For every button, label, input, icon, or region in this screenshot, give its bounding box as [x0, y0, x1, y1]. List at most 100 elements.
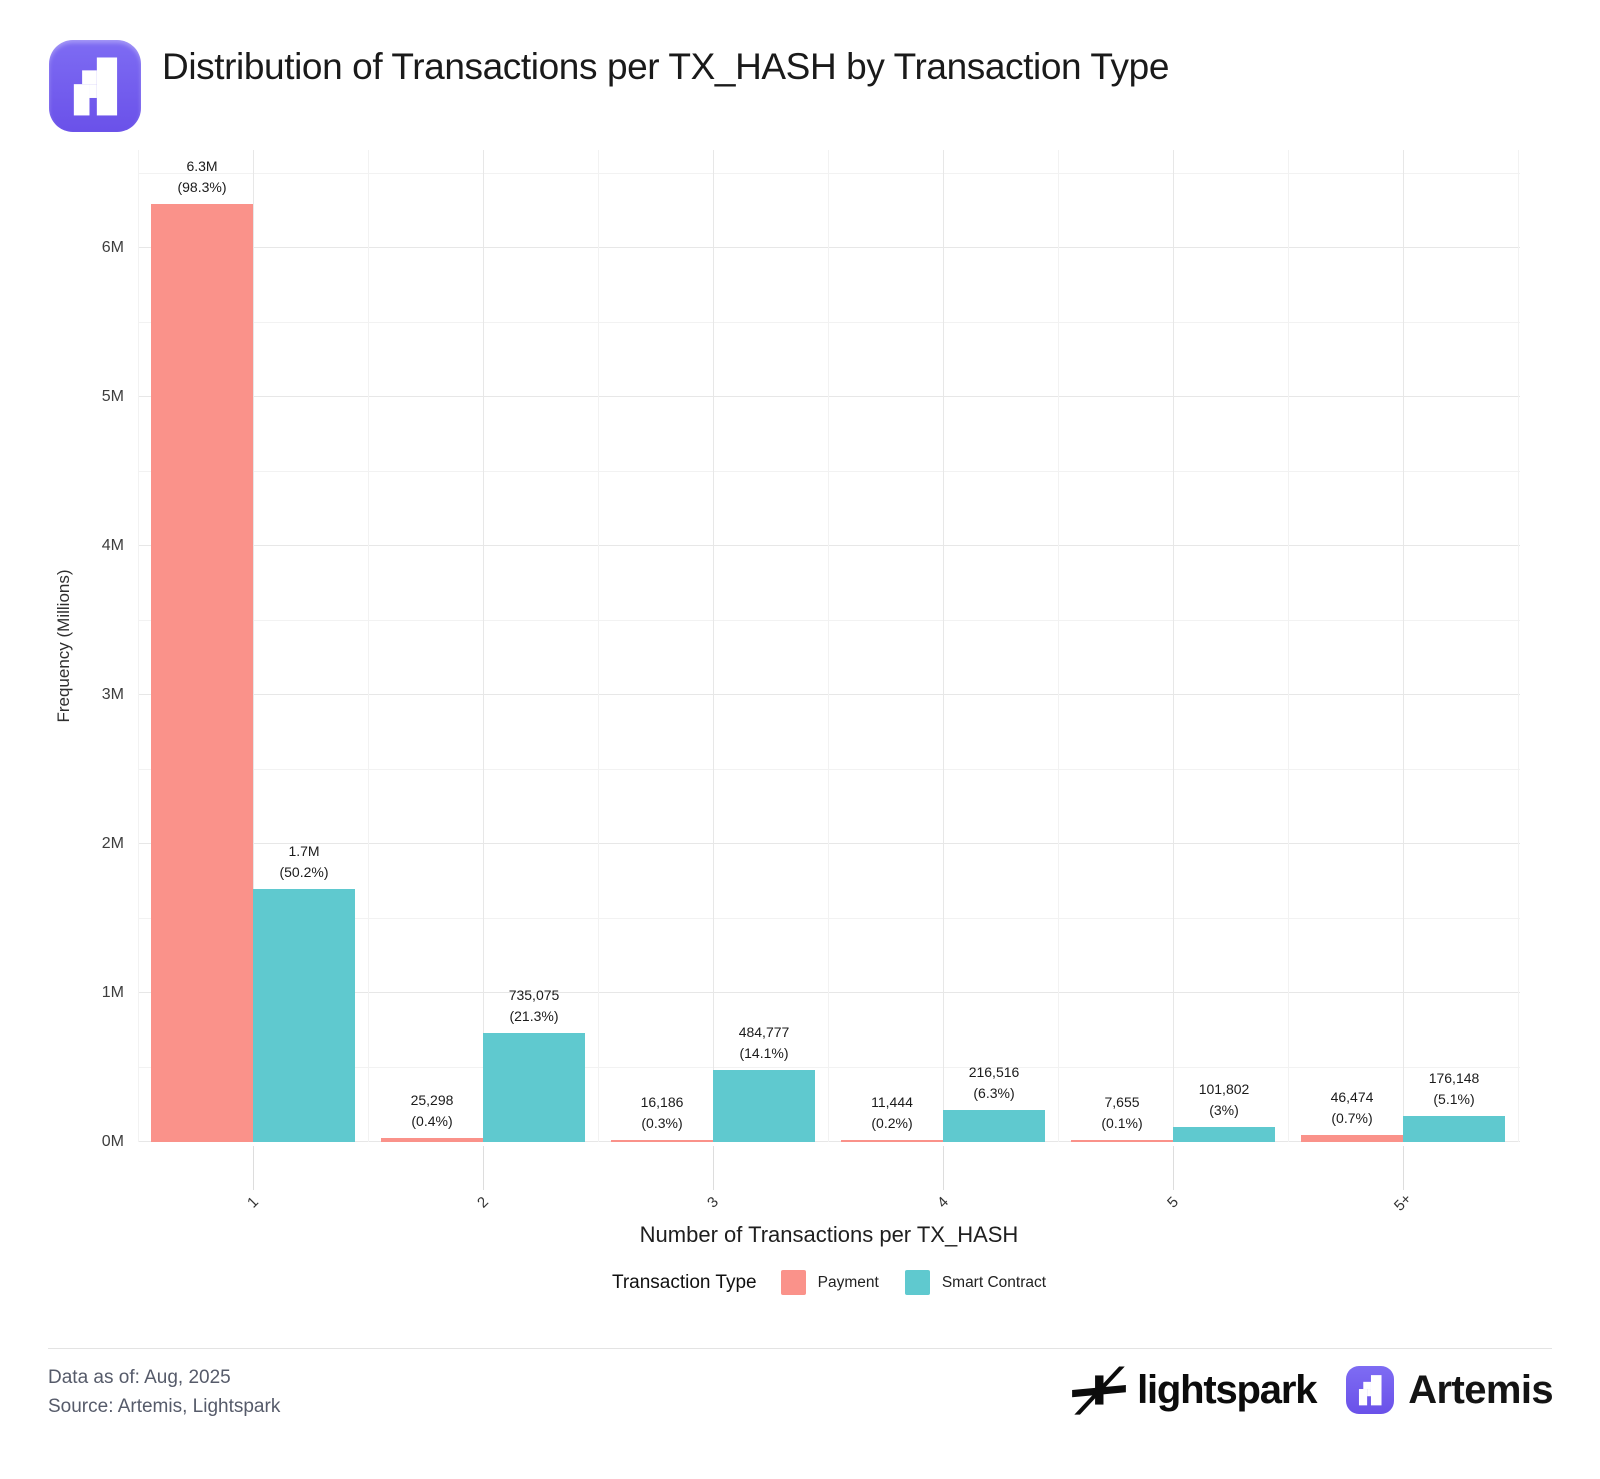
v-gridline-minor [1058, 150, 1059, 1142]
bar-smart-contract [1403, 1115, 1505, 1142]
x-axis: 1 2 3 4 5 5+ [138, 1142, 1520, 1234]
bar-value-label: 484,777 (14.1%) [739, 1022, 790, 1064]
h-gridline-minor [138, 619, 1520, 621]
y-tick-label: 5M [101, 388, 124, 406]
bar-percent-text: (21.3%) [509, 1007, 559, 1024]
h-gridline-major [138, 545, 1520, 547]
bar-value-label: 11,444 (0.2%) [871, 1092, 913, 1134]
legend-item-label: Smart Contract [941, 1273, 1047, 1291]
x-tick [713, 1146, 714, 1190]
bar-value-label: 101,802 (3%) [1199, 1079, 1250, 1121]
x-tick [1173, 1146, 1174, 1190]
h-gridline-major [138, 396, 1520, 398]
bar-value-label: 176,148 (5.1%) [1429, 1068, 1480, 1110]
y-tick-label: 4M [101, 537, 124, 555]
bar-payment [381, 1138, 483, 1142]
artemis-pixel-a-icon [73, 57, 118, 116]
bar-smart-contract [713, 1069, 815, 1142]
v-gridline-major [1403, 150, 1404, 1142]
v-gridline-minor [828, 150, 829, 1142]
y-tick-label: 0M [101, 1133, 124, 1150]
v-gridline-major [483, 150, 484, 1142]
bar-value-text: 216,516 [968, 1063, 1020, 1080]
legend-item-smart-contract: Smart Contract [904, 1270, 1047, 1295]
legend: Transaction Type Payment Smart Contract [138, 1270, 1520, 1295]
y-axis-ticks: 0M 1M 2M 3M 4M 5M 6M [0, 150, 124, 1150]
v-gridline-minor [598, 150, 599, 1142]
bar-value-label: 46,474 (0.7%) [1331, 1087, 1374, 1129]
source-text: Source: Artemis, Lightspark [48, 1396, 281, 1417]
footer-divider [48, 1348, 1552, 1349]
h-gridline-minor [138, 172, 1520, 174]
bar-payment [611, 1139, 713, 1142]
bar-value-text: 1.7M [288, 842, 320, 859]
page-title: Distribution of Transactions per TX_HASH… [162, 46, 1170, 87]
legend-title: Transaction Type [611, 1271, 757, 1293]
footer-brands: lightspark Artemis [1071, 1362, 1554, 1418]
bar-smart-contract [1173, 1126, 1275, 1142]
y-tick-label: 3M [101, 686, 124, 704]
h-gridline-minor [138, 1066, 1520, 1068]
bar-percent-text: (98.3%) [177, 178, 227, 195]
bar-value-text: 7,655 [1104, 1094, 1140, 1110]
x-tick [253, 1146, 254, 1190]
y-tick-label: 1M [101, 984, 124, 1002]
bar-value-text: 484,777 [738, 1023, 790, 1040]
bar-percent-text: (5.1%) [1433, 1090, 1475, 1107]
bar-value-text: 176,148 [1428, 1069, 1480, 1086]
legend-swatch-payment [780, 1270, 806, 1295]
x-tick [483, 1146, 484, 1190]
y-tick-label: 6M [101, 239, 124, 257]
h-gridline-minor [138, 768, 1520, 770]
bar-percent-text: (0.7%) [1331, 1110, 1373, 1127]
bar-value-label: 25,298 (0.4%) [411, 1090, 454, 1132]
h-gridline-major [138, 694, 1520, 696]
bar-value-text: 46,474 [1330, 1089, 1374, 1106]
legend-item-payment: Payment [780, 1270, 879, 1295]
bar-value-label: 1.7M (50.2%) [279, 841, 328, 883]
footer-meta: Data as of: Aug, 2025 Source: Artemis, L… [48, 1363, 280, 1421]
h-gridline-major [138, 247, 1520, 249]
bar-percent-text: (0.2%) [871, 1115, 913, 1131]
bar-smart-contract [483, 1032, 585, 1142]
bar-value-text: 11,444 [871, 1094, 913, 1110]
bar-value-label: 7,655 (0.1%) [1101, 1092, 1142, 1134]
legend-item-label: Payment [817, 1273, 879, 1291]
data-as-of-text: Data as of: Aug, 2025 [48, 1367, 231, 1388]
bar-payment [1301, 1135, 1403, 1142]
h-gridline-minor [138, 917, 1520, 919]
lightspark-wordmark: lightspark [1137, 1367, 1317, 1412]
bar-percent-text: (6.3%) [973, 1084, 1015, 1101]
h-gridline-minor [138, 321, 1520, 323]
bar-percent-text: (14.1%) [739, 1044, 789, 1061]
h-gridline-major [138, 843, 1520, 845]
artemis-footer-icon [1346, 1366, 1395, 1414]
bar-value-label: 6.3M (98.3%) [177, 156, 226, 198]
y-tick-label: 2M [101, 835, 124, 853]
bar-value-text: 735,075 [508, 986, 560, 1003]
v-gridline-major [1173, 150, 1174, 1142]
lightspark-logo: lightspark [1071, 1362, 1317, 1418]
legend-swatch-smart-contract [904, 1270, 930, 1295]
artemis-app-icon [49, 40, 141, 132]
bar-value-label: 735,075 (21.3%) [509, 985, 560, 1027]
h-gridline-major [138, 1141, 1520, 1142]
legend-items: Payment Smart Contract [780, 1270, 1047, 1295]
bar-percent-text: (0.4%) [411, 1113, 453, 1130]
bar-payment [841, 1140, 943, 1142]
artemis-logo: Artemis [1346, 1366, 1554, 1414]
bar-percent-text: (0.3%) [641, 1114, 683, 1131]
bar-percent-text: (0.1%) [1101, 1115, 1143, 1131]
bar-value-label: 216,516 (6.3%) [969, 1062, 1020, 1104]
bar-value-label: 16,186 (0.3%) [641, 1092, 684, 1134]
lightspark-star-icon [1071, 1362, 1127, 1418]
bar-payment [1071, 1140, 1173, 1142]
v-gridline-minor [1518, 150, 1519, 1142]
x-tick [1403, 1146, 1404, 1190]
v-gridline-major [713, 150, 714, 1142]
v-gridline-minor [138, 150, 139, 1142]
bar-value-text: 6.3M [186, 157, 218, 174]
bar-percent-text: (50.2%) [279, 863, 329, 880]
h-gridline-major [138, 992, 1520, 994]
